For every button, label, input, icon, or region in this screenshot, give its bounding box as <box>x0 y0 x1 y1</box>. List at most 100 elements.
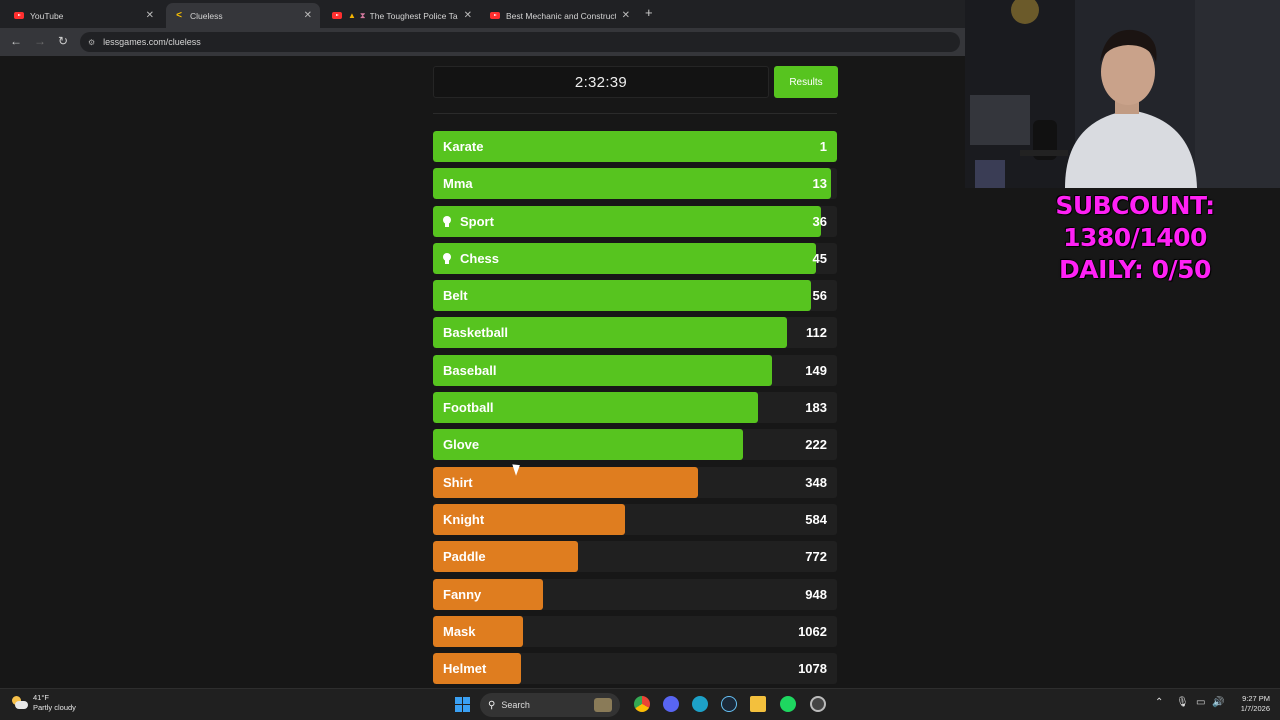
similarity-bar <box>433 615 524 647</box>
guess-word: Shirt <box>443 467 473 498</box>
temperature: 41°F <box>33 693 49 702</box>
obs-icon[interactable] <box>810 696 826 712</box>
guess-row: Football 183 <box>433 392 837 424</box>
steam-icon[interactable] <box>721 696 737 712</box>
similarity-bar <box>433 242 816 274</box>
similarity-bar <box>433 131 837 162</box>
guess-rank: 13 <box>812 176 827 192</box>
spotify-icon[interactable] <box>780 696 796 712</box>
similarity-bar <box>433 541 579 573</box>
guess-row: Belt 56 <box>433 280 837 312</box>
tab-title: Best Mechanic and Construction <box>506 10 616 21</box>
timer: 2:32:39 <box>433 66 769 98</box>
guess-list: Karate 1 Mma 13 Sport 36 Chess 45 Belt 56 Basketba… <box>433 131 837 690</box>
guess-row: Basketball 112 <box>433 317 837 349</box>
guess-rank: 183 <box>805 400 827 416</box>
guess-word: Sport <box>443 206 494 237</box>
guess-word-text: Knight <box>443 511 485 527</box>
new-tab-icon[interactable]: + <box>645 5 653 20</box>
similarity-bar <box>433 317 787 349</box>
guess-word: Baseball <box>443 355 496 386</box>
guess-word-text: Fanny <box>443 586 482 602</box>
reload-icon[interactable]: ↻ <box>58 34 69 48</box>
tab-police-video[interactable]: ▲ ⧗ The Toughest Police Take ✕ <box>324 3 480 28</box>
guess-rank: 56 <box>812 288 827 304</box>
search-label: Search <box>501 700 530 710</box>
url-text: lessgames.com/clueless <box>103 37 201 47</box>
youtube-icon <box>14 11 24 21</box>
guess-row: Knight 584 <box>433 503 837 535</box>
similarity-bar <box>433 429 743 461</box>
guess-word-text: Basketball <box>443 325 509 341</box>
chevron-up-icon[interactable]: ⌃ <box>1155 697 1164 708</box>
guess-word: Mma <box>443 168 473 199</box>
hint-bulb-icon <box>443 252 451 264</box>
guess-word: Mask <box>443 616 476 647</box>
discord-icon[interactable] <box>663 696 679 712</box>
search-icon: ⚲ <box>488 699 496 711</box>
guess-rank: 584 <box>805 511 827 527</box>
close-icon[interactable]: ✕ <box>463 10 472 21</box>
similarity-bar <box>433 205 821 237</box>
taskbar-search[interactable]: ⚲ Search <box>480 693 620 717</box>
guess-rank: 45 <box>812 250 827 266</box>
guess-word: Helmet <box>443 653 486 684</box>
guess-word-text: Shirt <box>443 474 473 490</box>
close-icon[interactable]: ✕ <box>621 10 630 21</box>
guess-rank: 36 <box>812 213 827 229</box>
guess-rank: 112 <box>806 325 827 341</box>
clueless-icon: < <box>176 9 182 21</box>
back-icon[interactable]: ← <box>10 34 22 48</box>
search-highlight-icon <box>594 698 612 712</box>
network-icon[interactable]: ▭ <box>1196 697 1206 708</box>
guess-row: Shirt 348 <box>433 466 837 498</box>
weather-widget[interactable]: 41°F Partly cloudy <box>12 693 76 713</box>
tab-youtube[interactable]: YouTube ✕ <box>6 3 162 28</box>
guess-row: Chess 45 <box>433 242 837 274</box>
similarity-bar <box>433 653 522 685</box>
guess-rank: 149 <box>805 362 827 378</box>
tab-clueless[interactable]: < Clueless ✕ <box>166 3 320 28</box>
guess-row: Baseball 149 <box>433 354 837 386</box>
guess-word: Glove <box>443 429 479 460</box>
date: 1/7/2026 <box>1240 704 1270 713</box>
chrome-icon[interactable] <box>634 696 650 712</box>
close-icon[interactable]: ✕ <box>303 10 312 21</box>
tab-mechanic-video[interactable]: Best Mechanic and Construction ✕ <box>482 3 638 28</box>
guess-word-text: Chess <box>460 250 500 266</box>
guess-word: Paddle <box>443 541 486 572</box>
guess-row: Paddle 772 <box>433 541 837 573</box>
guess-row: Karate 1 <box>433 131 837 162</box>
guess-rank: 222 <box>805 437 827 453</box>
guess-row: Sport 36 <box>433 205 837 237</box>
similarity-bar <box>433 466 699 498</box>
guess-word: Chess <box>443 243 499 274</box>
file-explorer-icon[interactable] <box>750 696 766 712</box>
similarity-bar <box>433 354 773 386</box>
forward-icon[interactable]: → <box>34 34 46 48</box>
time: 9:27 PM <box>1242 694 1270 703</box>
address-bar[interactable]: ⚙ lessgames.com/clueless <box>80 32 960 52</box>
similarity-bar <box>433 168 831 200</box>
results-button[interactable]: Results <box>774 66 838 98</box>
tab-title: Clueless <box>190 10 223 21</box>
guess-word-text: Mma <box>443 176 473 192</box>
edge-icon[interactable] <box>692 696 708 712</box>
windows-start-icon[interactable] <box>455 697 470 712</box>
partly-cloudy-icon <box>12 696 28 710</box>
guess-rank: 1062 <box>798 623 827 639</box>
daily-text: DAILY: 0/50 <box>1059 255 1211 284</box>
close-icon[interactable]: ✕ <box>145 10 154 21</box>
guess-word-text: Karate <box>443 139 484 154</box>
site-info-icon[interactable]: ⚙ <box>88 37 96 47</box>
guess-word: Karate <box>443 131 483 162</box>
clock[interactable]: 9:27 PM 1/7/2026 <box>1222 694 1270 714</box>
guess-word: Football <box>443 392 494 423</box>
guess-word: Knight <box>443 504 484 535</box>
guess-word-text: Mask <box>443 623 476 639</box>
guess-word-text: Paddle <box>443 549 486 565</box>
microphone-icon[interactable]: 🎙 <box>1176 697 1189 708</box>
volume-icon[interactable]: 🔊 <box>1212 697 1225 708</box>
guess-rank: 772 <box>805 549 827 565</box>
guess-word: Basketball <box>443 317 508 348</box>
